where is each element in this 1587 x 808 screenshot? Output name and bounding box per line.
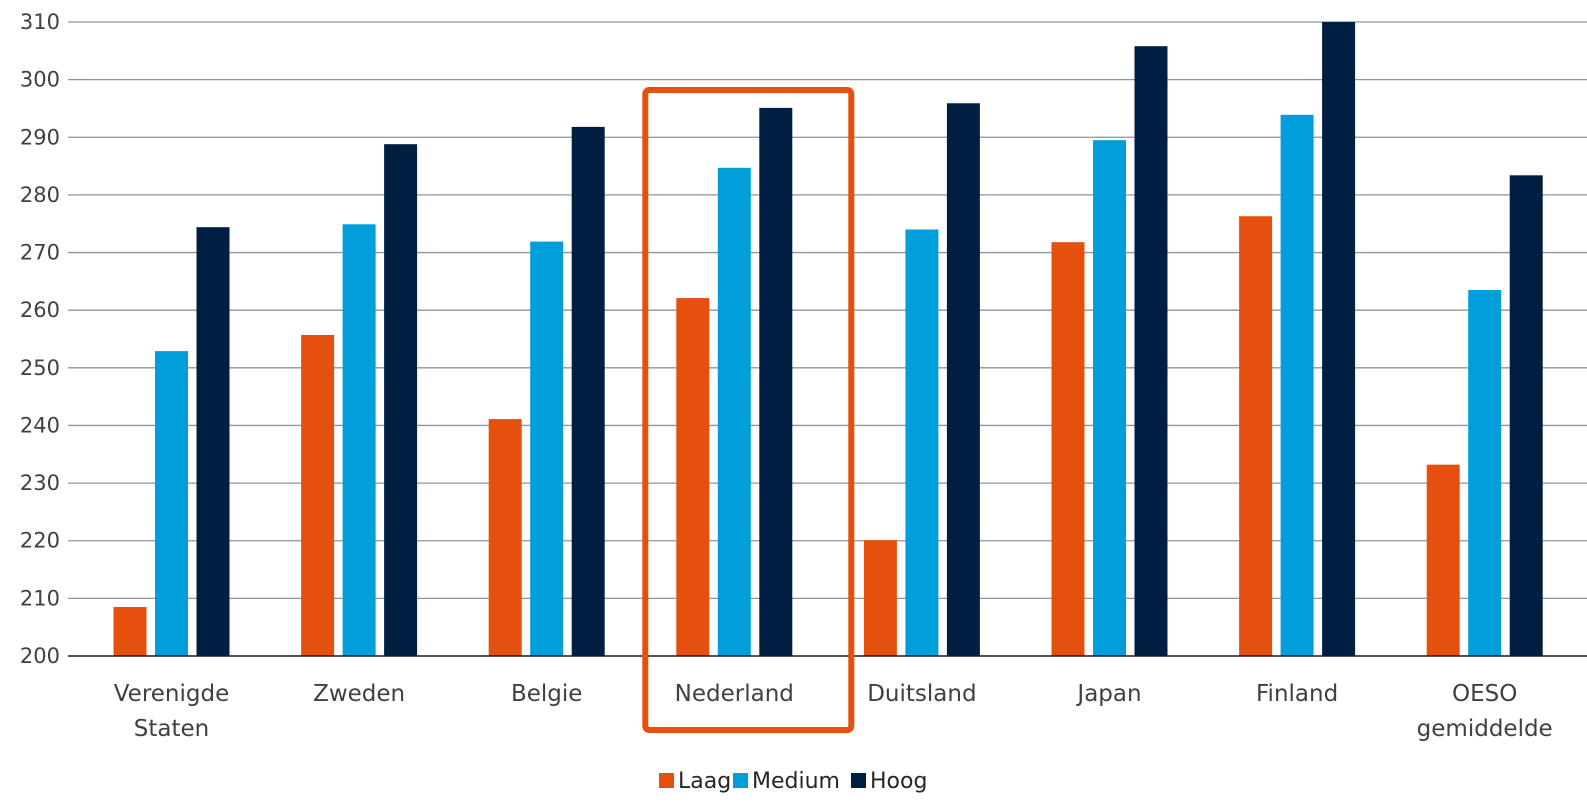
bar-hoog (1509, 175, 1543, 656)
legend: Laag Medium Hoog (659, 769, 927, 794)
category-label: Nederland (675, 681, 794, 707)
legend-label-hoog: Hoog (870, 769, 927, 794)
bar-laag (113, 607, 147, 656)
legend-label-laag: Laag (678, 769, 731, 794)
bar-medium (155, 351, 188, 656)
bar-medium (1280, 114, 1314, 656)
bar-hoog (1134, 46, 1168, 656)
bar-medium (530, 241, 564, 656)
bar-hoog (946, 103, 980, 656)
bar-hoog (196, 227, 230, 656)
category-label: Japan (1075, 681, 1141, 707)
bar-laag (301, 334, 335, 656)
y-tick-label: 310 (20, 10, 60, 34)
category-label: Finland (1256, 681, 1338, 707)
bar-medium (717, 167, 751, 656)
category-label: Duitsland (867, 681, 976, 707)
bar-medium (1468, 290, 1502, 656)
y-tick-label: 200 (20, 644, 60, 668)
bar-medium (1093, 140, 1126, 656)
y-tick-label: 250 (20, 356, 60, 380)
bar-laag (1051, 242, 1085, 657)
legend-swatch-laag (659, 773, 674, 788)
bar-laag (863, 540, 897, 656)
category-label: OESO (1452, 681, 1517, 707)
y-tick-label: 280 (20, 183, 60, 207)
bar-laag (1239, 216, 1273, 656)
bar-hoog (384, 144, 418, 656)
category-label: gemiddelde (1417, 716, 1553, 742)
highlight-box (642, 87, 855, 733)
y-tick-label: 230 (20, 471, 60, 495)
bar-medium (905, 229, 939, 656)
bar-laag (676, 298, 710, 656)
category-labels: Verenigde Staten Zweden Belgie Nederland Duit… (114, 681, 1553, 742)
category-label: Zweden (313, 681, 405, 707)
gridlines (68, 21, 1587, 600)
category-label: Belgie (511, 681, 582, 707)
category-label: Staten (134, 716, 209, 742)
bars (113, 22, 1543, 657)
y-axis-ticks: 200 210 220 230 240 250 260 270 280 290 300 310 (20, 10, 60, 668)
legend-swatch-hoog (851, 773, 866, 788)
y-tick-label: 300 (20, 68, 60, 92)
bar-laag (1426, 464, 1460, 656)
bar-hoog (571, 126, 605, 656)
y-tick-label: 210 (20, 586, 60, 610)
y-tick-label: 260 (20, 298, 60, 322)
y-tick-label: 270 (20, 241, 60, 265)
category-label: Verenigde (114, 681, 230, 707)
y-tick-label: 220 (20, 529, 60, 553)
bar-medium (342, 224, 376, 656)
legend-label-medium: Medium (752, 769, 840, 794)
bar-hoog (1322, 22, 1356, 656)
legend-swatch-medium (733, 773, 748, 788)
y-tick-label: 290 (20, 125, 60, 149)
y-tick-label: 240 (20, 413, 60, 437)
highlight-rectangle (642, 87, 855, 733)
bar-laag (488, 419, 522, 656)
bar-hoog (759, 107, 793, 657)
